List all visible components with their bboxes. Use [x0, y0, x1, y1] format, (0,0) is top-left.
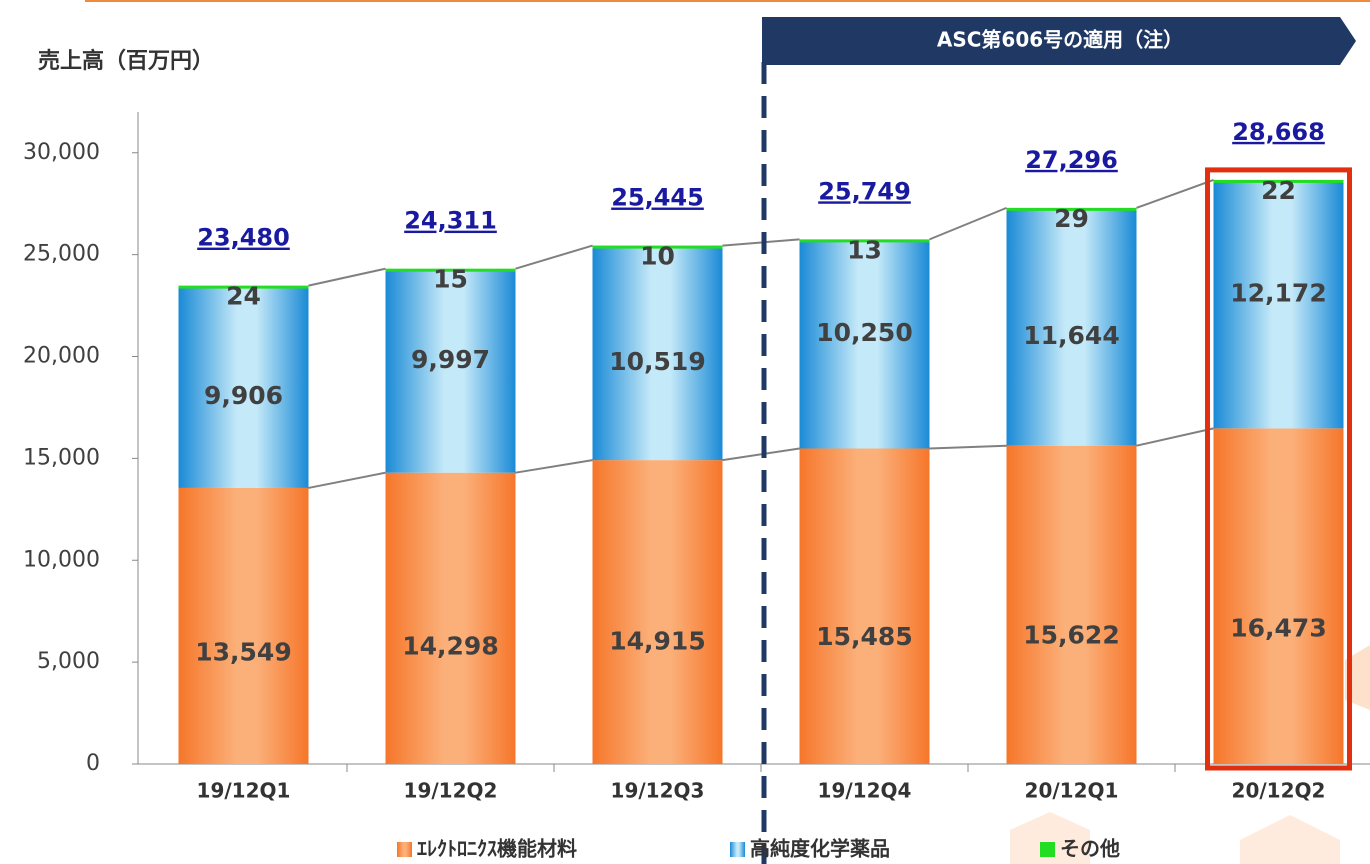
bar-segment — [1006, 208, 1137, 446]
y-tick-label: 20,000 — [23, 344, 100, 369]
x-tick-label: 20/12Q1 — [1025, 779, 1119, 803]
data-label: 15,485 — [816, 622, 912, 651]
data-label: 15 — [433, 265, 468, 294]
bar-segment — [799, 239, 930, 449]
annotation-banner — [762, 17, 1356, 65]
connector — [308, 267, 386, 287]
connector — [929, 206, 1007, 241]
legend-swatch — [1040, 842, 1055, 857]
connector — [308, 471, 386, 489]
decoration — [1240, 815, 1340, 864]
data-label: 15,622 — [1023, 621, 1119, 650]
data-label: 10 — [640, 242, 675, 271]
total-label: 24,311 — [404, 207, 497, 235]
connector — [929, 444, 1007, 450]
decoration — [1010, 812, 1090, 864]
data-label: 10,250 — [816, 318, 912, 347]
data-label: 12,172 — [1230, 278, 1326, 307]
y-tick-label: 5,000 — [37, 649, 100, 674]
data-label: 9,997 — [411, 345, 490, 374]
total-label: 23,480 — [197, 224, 290, 252]
bar-segment — [799, 448, 930, 764]
total-label: 28,668 — [1232, 118, 1325, 146]
data-label: 22 — [1261, 176, 1296, 205]
x-tick-label: 20/12Q2 — [1232, 779, 1326, 803]
data-label: 10,519 — [609, 347, 705, 376]
bar-segment — [385, 472, 516, 764]
connector — [722, 447, 800, 462]
y-tick-label: 0 — [86, 751, 100, 776]
bar-segment — [592, 245, 723, 461]
data-label: 11,644 — [1023, 321, 1119, 350]
y-tick-label: 15,000 — [23, 445, 100, 470]
x-tick-label: 19/12Q2 — [404, 779, 498, 803]
legend-swatch — [730, 842, 745, 857]
bar-segment — [592, 245, 723, 249]
y-tick-label: 10,000 — [23, 547, 100, 572]
total-label: 25,445 — [611, 184, 704, 212]
connector — [1136, 427, 1214, 447]
bar-segment — [178, 285, 309, 289]
total-label: 27,296 — [1025, 146, 1118, 174]
y-tick-label: 25,000 — [23, 242, 100, 267]
y-tick-label: 30,000 — [23, 140, 100, 165]
x-tick-label: 19/12Q3 — [611, 779, 705, 803]
data-label: 13,549 — [195, 638, 291, 667]
bar-segment — [1006, 445, 1137, 764]
y-axis-label: 売上高（百万円） — [38, 48, 214, 74]
connector — [515, 244, 593, 270]
bar-segment — [385, 268, 516, 272]
bar-segment — [1213, 179, 1344, 183]
legend-label: ｴﾚｸﾄﾛﾆｸｽ機能材料 — [417, 837, 577, 861]
data-label: 14,915 — [609, 626, 705, 655]
data-label: 13 — [847, 235, 882, 264]
connector — [1136, 178, 1214, 209]
bar-segment — [385, 268, 516, 473]
data-label: 29 — [1054, 204, 1089, 233]
connector — [722, 238, 800, 247]
x-tick-label: 19/12Q4 — [818, 779, 912, 803]
bar-segment — [1213, 428, 1344, 764]
data-label: 9,906 — [204, 381, 283, 410]
connector — [515, 459, 593, 474]
bar-segment — [1213, 180, 1344, 429]
annotation: ASC第606号の適用（注） — [937, 28, 1183, 52]
data-label: 14,298 — [402, 631, 498, 660]
total-label: 25,749 — [818, 177, 911, 205]
x-tick-label: 19/12Q1 — [197, 779, 291, 803]
bar-segment — [178, 487, 309, 764]
legend-swatch — [397, 842, 412, 857]
legend-label: 高純度化学薬品 — [750, 837, 890, 861]
bar-segment — [1006, 207, 1137, 211]
highlight-box — [1205, 167, 1352, 771]
bar-segment — [592, 460, 723, 764]
bar-segment — [799, 239, 930, 243]
legend-label: その他 — [1060, 837, 1120, 861]
bar-segment — [178, 286, 309, 488]
data-label: 24 — [226, 282, 261, 311]
data-label: 16,473 — [1230, 614, 1326, 643]
